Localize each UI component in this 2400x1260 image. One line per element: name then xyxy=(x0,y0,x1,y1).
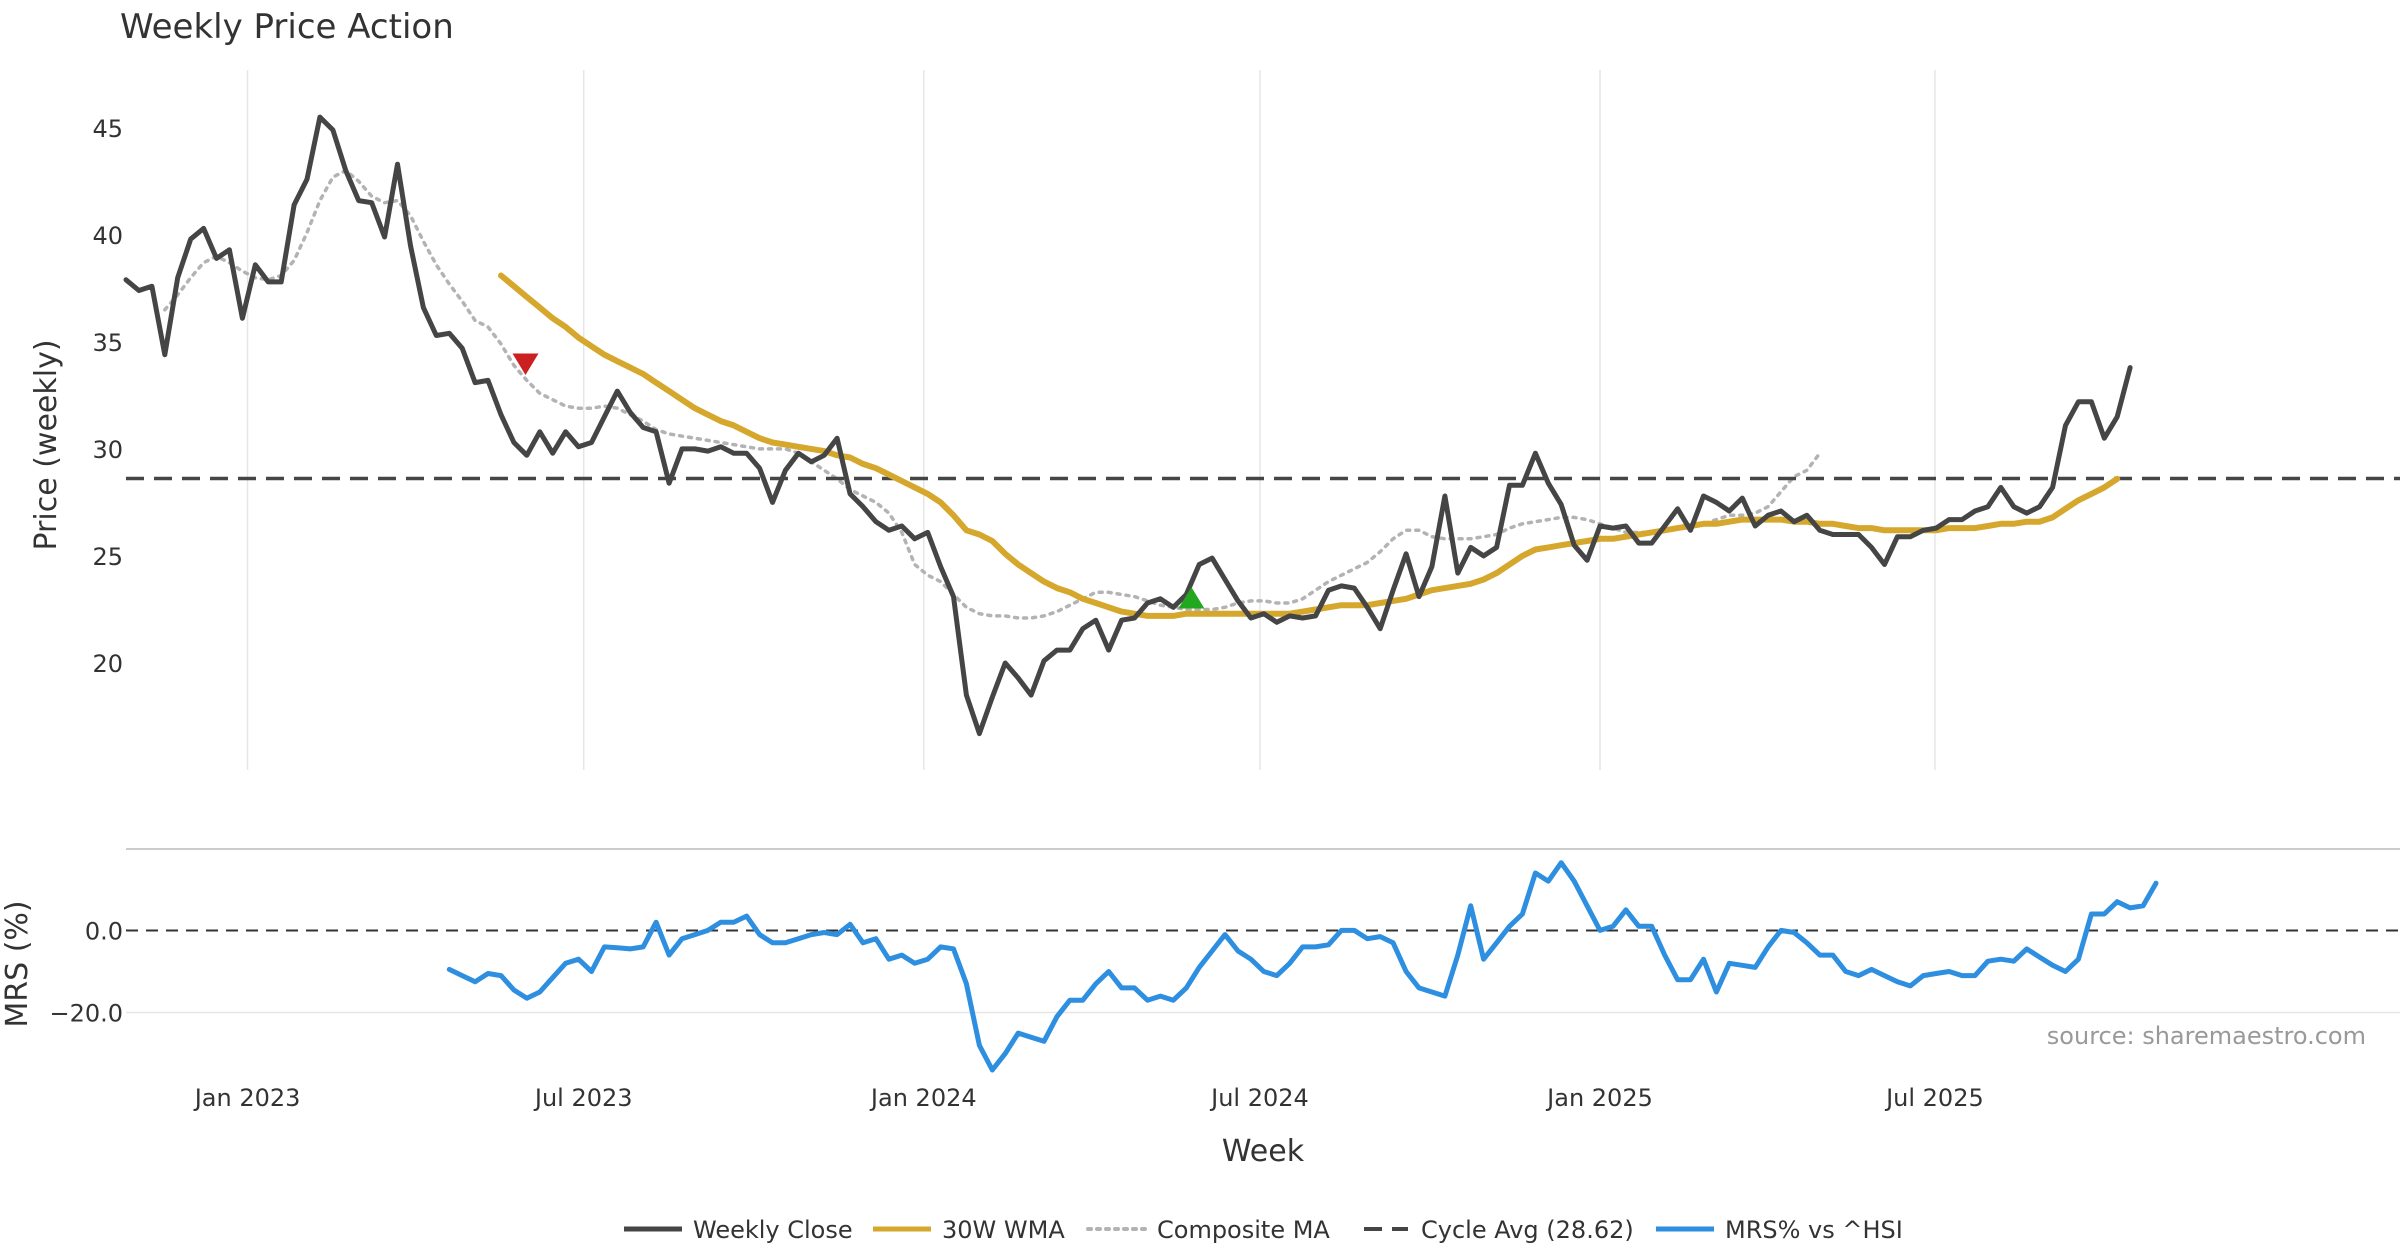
x-tick-jul-2024: Jul 2024 xyxy=(1209,1084,1309,1112)
mrs-series xyxy=(126,860,2400,1073)
legend-item-cycle-avg: Cycle Avg (28.62) xyxy=(1364,1216,1634,1244)
legend-label-30w-wma: 30W WMA xyxy=(942,1216,1065,1244)
composite-ma-line xyxy=(163,168,1822,620)
legend-item-weekly-close: Weekly Close xyxy=(624,1216,853,1244)
x-tick-jan-2025: Jan 2025 xyxy=(1545,1084,1653,1112)
weekly-close-line xyxy=(123,114,2133,737)
price-y-tick-40: 40 xyxy=(92,222,123,250)
price-y-tick-20: 20 xyxy=(92,650,123,678)
buy-signal-marker xyxy=(1178,587,1205,609)
price-y-tick-45: 45 xyxy=(92,115,123,143)
source-credit: source: sharemaestro.com xyxy=(2047,1022,2366,1050)
mrs-y-axis-title: MRS (%) xyxy=(0,900,35,1027)
mrs-y-tick-0: 0.0 xyxy=(85,917,123,945)
wma-30w-line xyxy=(498,272,2121,619)
legend-item-30w-wma: 30W WMA xyxy=(873,1216,1065,1244)
legend: Weekly Close 30W WMA Composite MA Cycle … xyxy=(624,1216,1903,1244)
legend-label-weekly-close: Weekly Close xyxy=(693,1216,853,1244)
price-series xyxy=(123,114,2400,737)
price-grid xyxy=(246,70,1936,770)
x-axis-title: Week xyxy=(1222,1134,1305,1169)
x-tick-jul-2025: Jul 2025 xyxy=(1884,1084,1984,1112)
x-axis: Jan 2023 Jul 2023 Jan 2024 Jul 2024 Jan 2025… xyxy=(193,1084,1984,1112)
mrs-y-axis: 0.0 −20.0 xyxy=(49,917,123,1027)
chart-title: Weekly Price Action xyxy=(120,7,454,47)
price-y-axis: 20 25 30 35 40 45 xyxy=(92,115,123,678)
mrs-line xyxy=(446,860,2159,1073)
legend-label-cycle-avg: Cycle Avg (28.62) xyxy=(1421,1216,1634,1244)
price-y-tick-35: 35 xyxy=(92,329,123,357)
signal-markers xyxy=(512,353,1205,609)
legend-item-composite-ma: Composite MA xyxy=(1086,1216,1330,1244)
legend-item-mrs: MRS% vs ^HSI xyxy=(1656,1216,1903,1244)
x-tick-jan-2024: Jan 2024 xyxy=(869,1084,977,1112)
x-tick-jan-2023: Jan 2023 xyxy=(193,1084,301,1112)
legend-label-mrs: MRS% vs ^HSI xyxy=(1725,1216,1903,1244)
price-y-axis-title: Price (weekly) xyxy=(29,339,64,550)
x-tick-jul-2023: Jul 2023 xyxy=(533,1084,633,1112)
legend-label-composite-ma: Composite MA xyxy=(1157,1216,1330,1244)
price-y-tick-25: 25 xyxy=(92,543,123,571)
sell-signal-marker xyxy=(512,353,539,375)
mrs-y-tick-1: −20.0 xyxy=(49,1000,123,1028)
price-y-tick-30: 30 xyxy=(92,436,123,464)
